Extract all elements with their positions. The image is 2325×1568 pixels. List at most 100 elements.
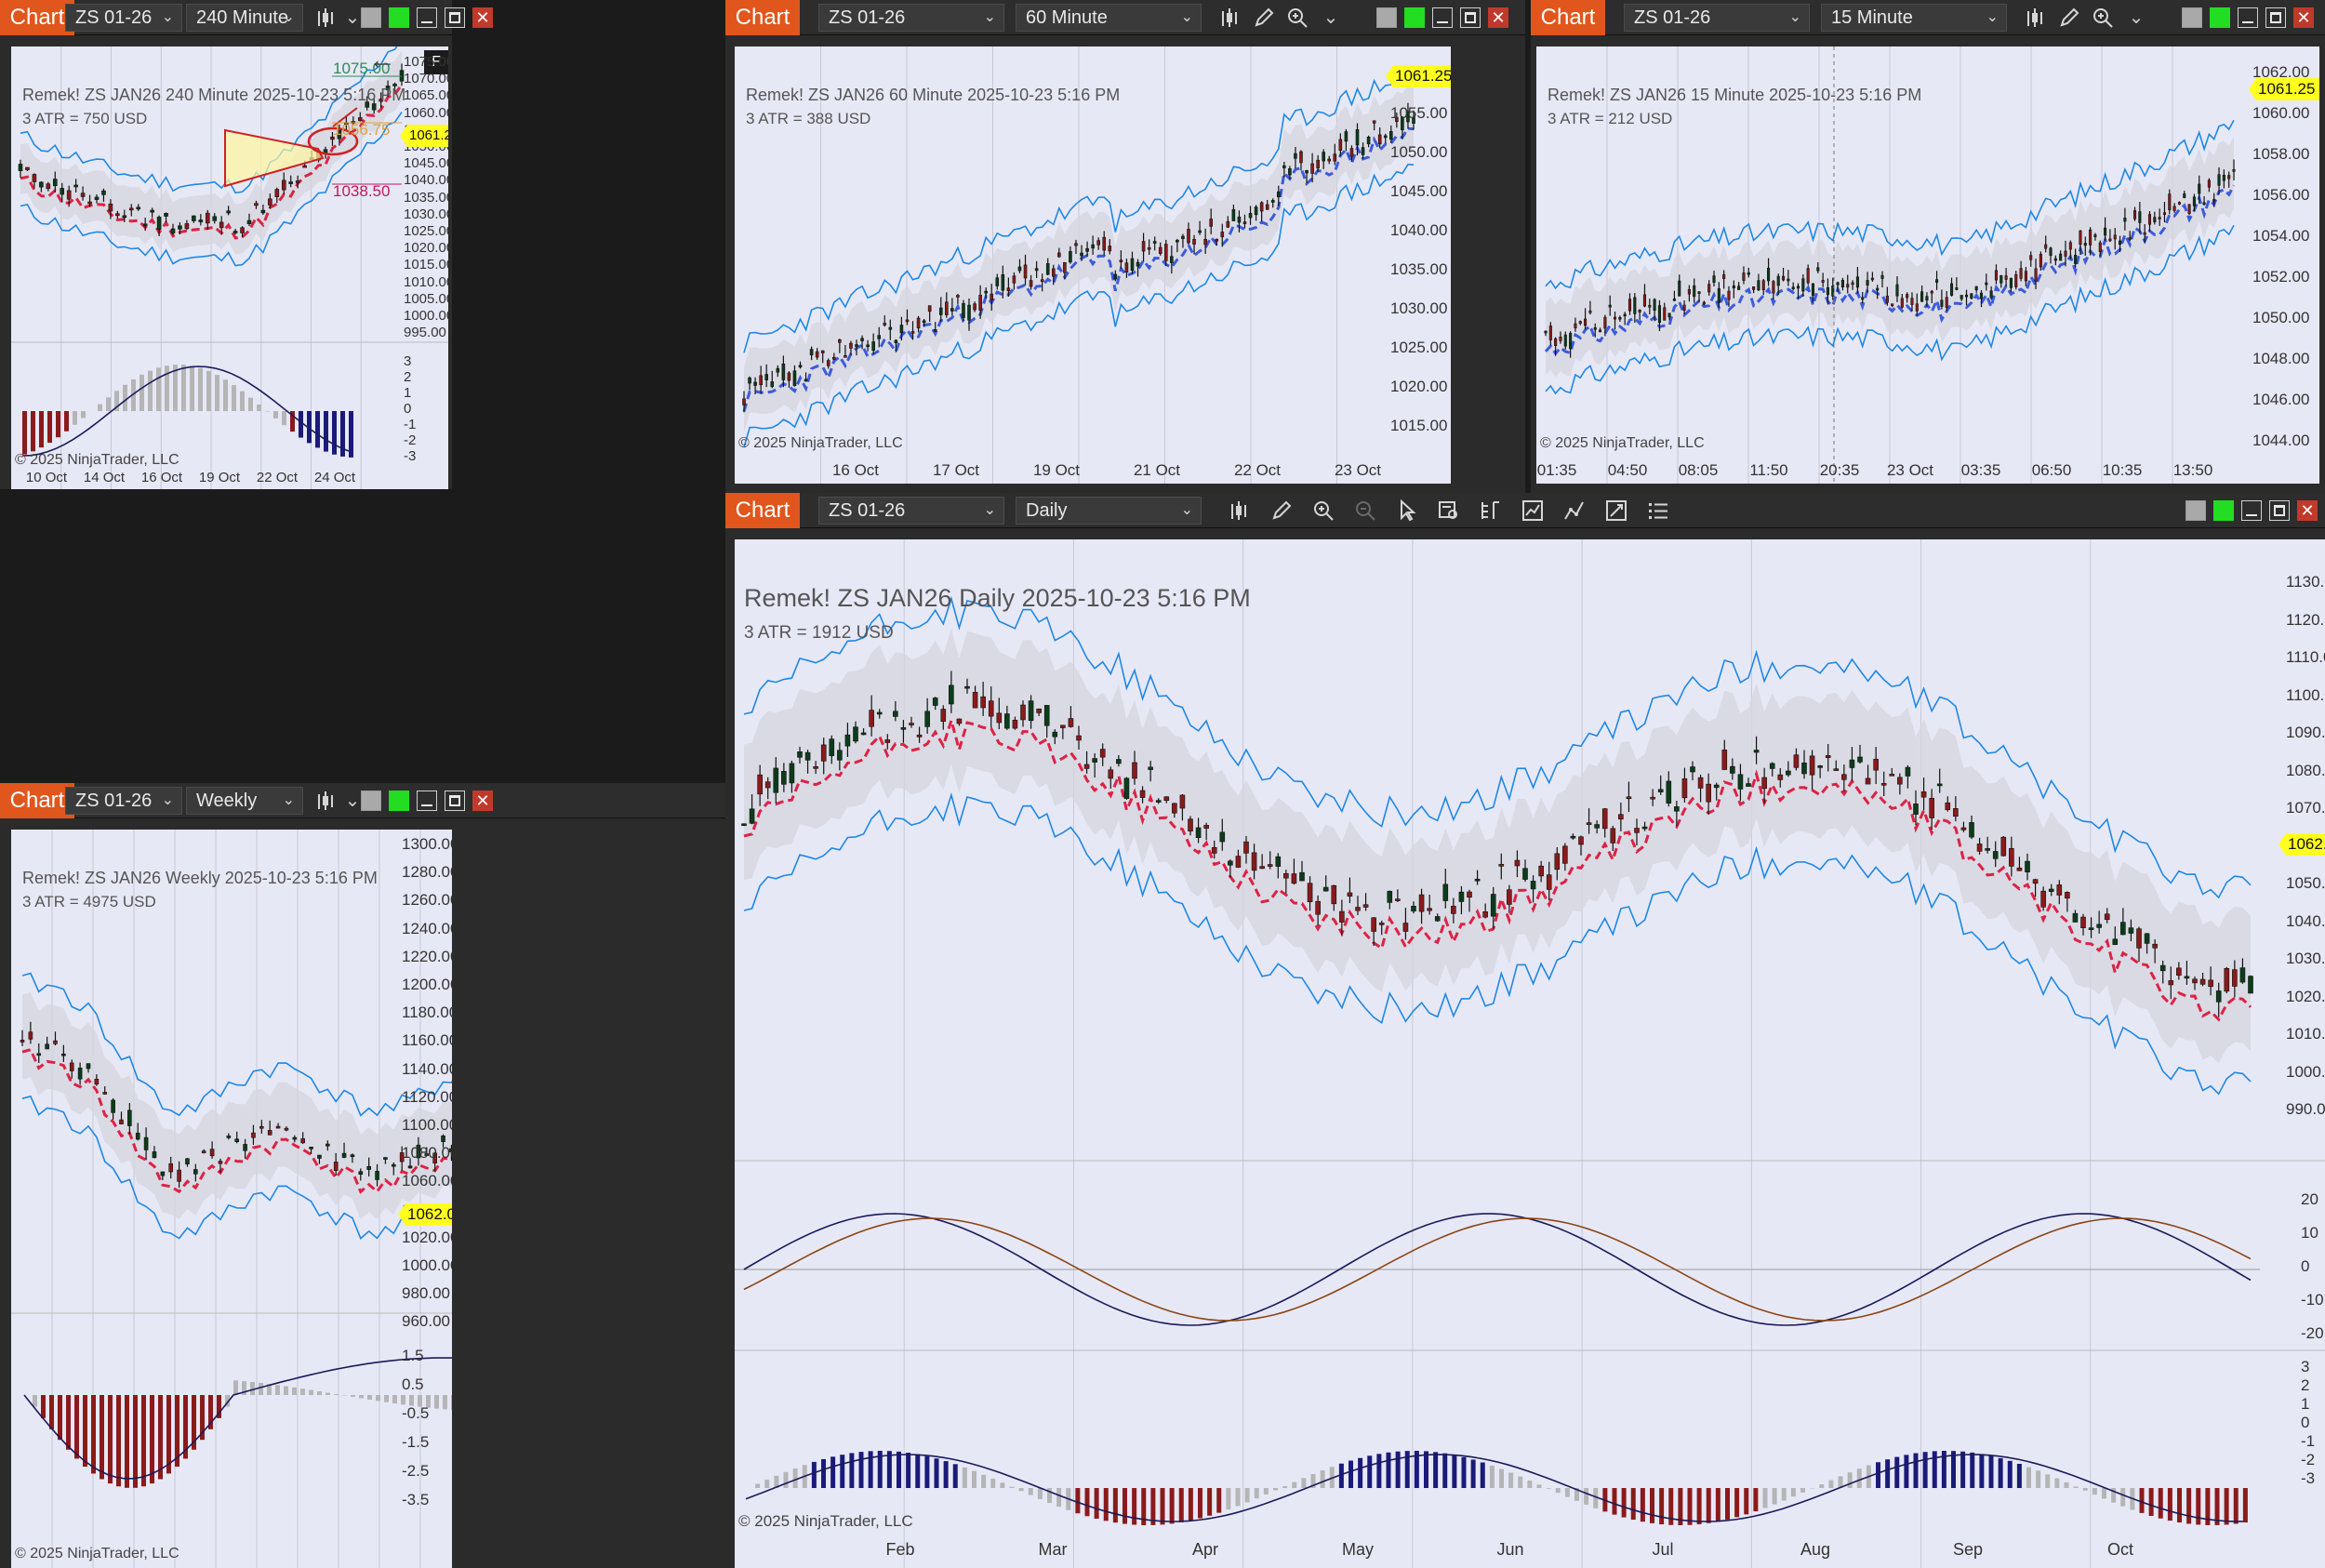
status-button[interactable] xyxy=(1404,7,1425,28)
maximize-button[interactable] xyxy=(1460,7,1481,28)
interval-selector[interactable]: 60 Minute ⌄ xyxy=(1016,4,1202,32)
object-list-icon[interactable] xyxy=(1646,498,1670,523)
status-button[interactable] xyxy=(2213,500,2234,521)
maximize-button[interactable] xyxy=(445,791,465,811)
price-panel[interactable]: Remek! ZS JAN26 Weekly 2025-10-23 5:16 P… xyxy=(11,830,452,1568)
strategies-icon[interactable] xyxy=(1521,498,1545,523)
chart-menu-button[interactable]: Chart xyxy=(725,493,800,528)
chart-canvas[interactable] xyxy=(735,47,1451,484)
bull-candle xyxy=(36,1053,42,1056)
bull-candle xyxy=(1355,129,1360,146)
histogram-bar xyxy=(418,1395,422,1407)
maximize-button[interactable] xyxy=(445,7,465,28)
minimize-button[interactable] xyxy=(2238,7,2258,28)
bear-candle xyxy=(757,774,763,795)
bear-candle xyxy=(1610,828,1616,844)
bear-candle xyxy=(1102,236,1107,251)
close-button[interactable]: ✕ xyxy=(472,791,493,811)
interval-selector[interactable]: Daily ⌄ xyxy=(1016,497,1202,525)
price-panel-15min[interactable]: Remek! ZS JAN26 15 Minute 2025-10-23 5:1… xyxy=(1536,47,2319,484)
pointer-icon[interactable] xyxy=(1395,498,1419,523)
close-button[interactable]: ✕ xyxy=(1488,7,1508,28)
bear-candle xyxy=(1040,279,1044,282)
bar-style-icon[interactable] xyxy=(1228,498,1252,523)
price-panel-daily[interactable]: Remek! ZS JAN26 Daily 2025-10-23 5:16 PM… xyxy=(735,539,2325,1568)
close-button[interactable]: ✕ xyxy=(472,7,493,28)
indicators-icon[interactable] xyxy=(1479,498,1503,523)
properties-icon[interactable] xyxy=(1604,498,1628,523)
status-button[interactable] xyxy=(2210,7,2230,28)
chart-canvas[interactable] xyxy=(11,830,452,1568)
link-button[interactable] xyxy=(1376,7,1397,28)
chart-canvas[interactable] xyxy=(1536,47,2319,484)
interval-selector[interactable]: 15 Minute ⌄ xyxy=(1821,4,2007,32)
instrument-selector[interactable]: ZS 01-26 ⌄ xyxy=(65,787,182,815)
close-button[interactable]: ✕ xyxy=(2293,7,2314,28)
price-panel[interactable]: Remek! ZS JAN26 240 Minute 2025-10-23 5:… xyxy=(11,47,448,489)
minimize-button[interactable] xyxy=(2241,500,2262,521)
bear-candle xyxy=(1099,749,1106,758)
flat-button[interactable]: F xyxy=(424,50,448,74)
minimize-button[interactable] xyxy=(417,7,437,28)
bull-candle xyxy=(1672,299,1676,301)
bull-candle xyxy=(1920,291,1924,302)
bar-style-icon[interactable] xyxy=(2024,6,2048,30)
close-button[interactable]: ✕ xyxy=(2297,500,2318,521)
chart-menu-button[interactable]: Chart xyxy=(1531,0,1605,35)
chevron-down-icon[interactable]: ⌄ xyxy=(1322,7,1339,28)
bull-candle xyxy=(1964,294,1969,298)
oscillator-line xyxy=(21,365,350,457)
data-box-icon[interactable] xyxy=(1437,498,1461,523)
chart-menu-button[interactable]: Chart xyxy=(0,783,74,818)
y-axis-tick: 1035.00 xyxy=(404,189,448,206)
bear-candle xyxy=(1841,774,1847,780)
price-panel-60min[interactable]: Remek! ZS JAN26 60 Minute 2025-10-23 5:1… xyxy=(735,47,1451,484)
bull-candle xyxy=(1816,267,1820,272)
link-button[interactable] xyxy=(361,7,381,28)
chart-canvas[interactable] xyxy=(735,539,2325,1568)
drawing-tools-icon[interactable] xyxy=(1562,498,1587,523)
instrument-selector[interactable]: ZS 01-26 ⌄ xyxy=(1624,4,1810,32)
instrument-selector[interactable]: ZS 01-26 ⌄ xyxy=(818,4,1004,32)
pencil-icon[interactable] xyxy=(1252,6,1276,30)
instrument-selector[interactable]: ZS 01-26 ⌄ xyxy=(65,4,182,32)
link-button[interactable] xyxy=(361,791,381,811)
maximize-button[interactable] xyxy=(2269,500,2290,521)
minimize-button[interactable] xyxy=(417,791,437,811)
bull-candle xyxy=(1849,759,1855,768)
link-button[interactable] xyxy=(2182,7,2202,28)
zoom-in-icon[interactable] xyxy=(2091,6,2115,30)
link-button[interactable] xyxy=(2186,500,2206,521)
chart-canvas[interactable] xyxy=(11,47,448,489)
pencil-icon[interactable] xyxy=(1269,498,1294,523)
chart-menu-button[interactable]: Chart xyxy=(725,0,800,35)
bull-candle xyxy=(1747,272,1750,275)
maximize-button[interactable] xyxy=(2265,7,2286,28)
zoom-in-icon[interactable] xyxy=(1311,498,1335,523)
bull-candle xyxy=(1080,252,1083,257)
bull-candle xyxy=(2144,933,2150,944)
bear-candle xyxy=(1395,117,1399,123)
status-button[interactable] xyxy=(389,7,409,28)
back-arrow-icon[interactable]: ← xyxy=(368,47,396,75)
bull-candle xyxy=(1254,206,1258,216)
bear-candle xyxy=(2176,967,2182,976)
interval-selector[interactable]: 240 Minute ⌄ xyxy=(186,4,303,32)
pencil-icon[interactable] xyxy=(2057,6,2081,30)
bar-style-icon[interactable] xyxy=(314,6,339,30)
histogram-bar xyxy=(1358,1457,1363,1488)
chevron-down-icon[interactable]: ⌄ xyxy=(344,791,361,811)
minimize-button[interactable] xyxy=(1432,7,1453,28)
chart-menu-button[interactable]: Chart xyxy=(0,0,74,35)
status-button[interactable] xyxy=(389,791,409,811)
chevron-down-icon[interactable]: ⌄ xyxy=(2128,7,2145,28)
bar-style-icon[interactable] xyxy=(1218,6,1242,30)
chevron-down-icon[interactable]: ⌄ xyxy=(344,7,361,28)
bull-candle xyxy=(1769,763,1775,769)
zoom-in-icon[interactable] xyxy=(1285,6,1309,30)
histogram-bar xyxy=(1386,1452,1391,1488)
bar-style-icon[interactable] xyxy=(314,789,339,813)
interval-selector[interactable]: Weekly ⌄ xyxy=(186,787,303,815)
bear-candle xyxy=(1267,864,1273,867)
instrument-selector[interactable]: ZS 01-26 ⌄ xyxy=(818,497,1004,525)
